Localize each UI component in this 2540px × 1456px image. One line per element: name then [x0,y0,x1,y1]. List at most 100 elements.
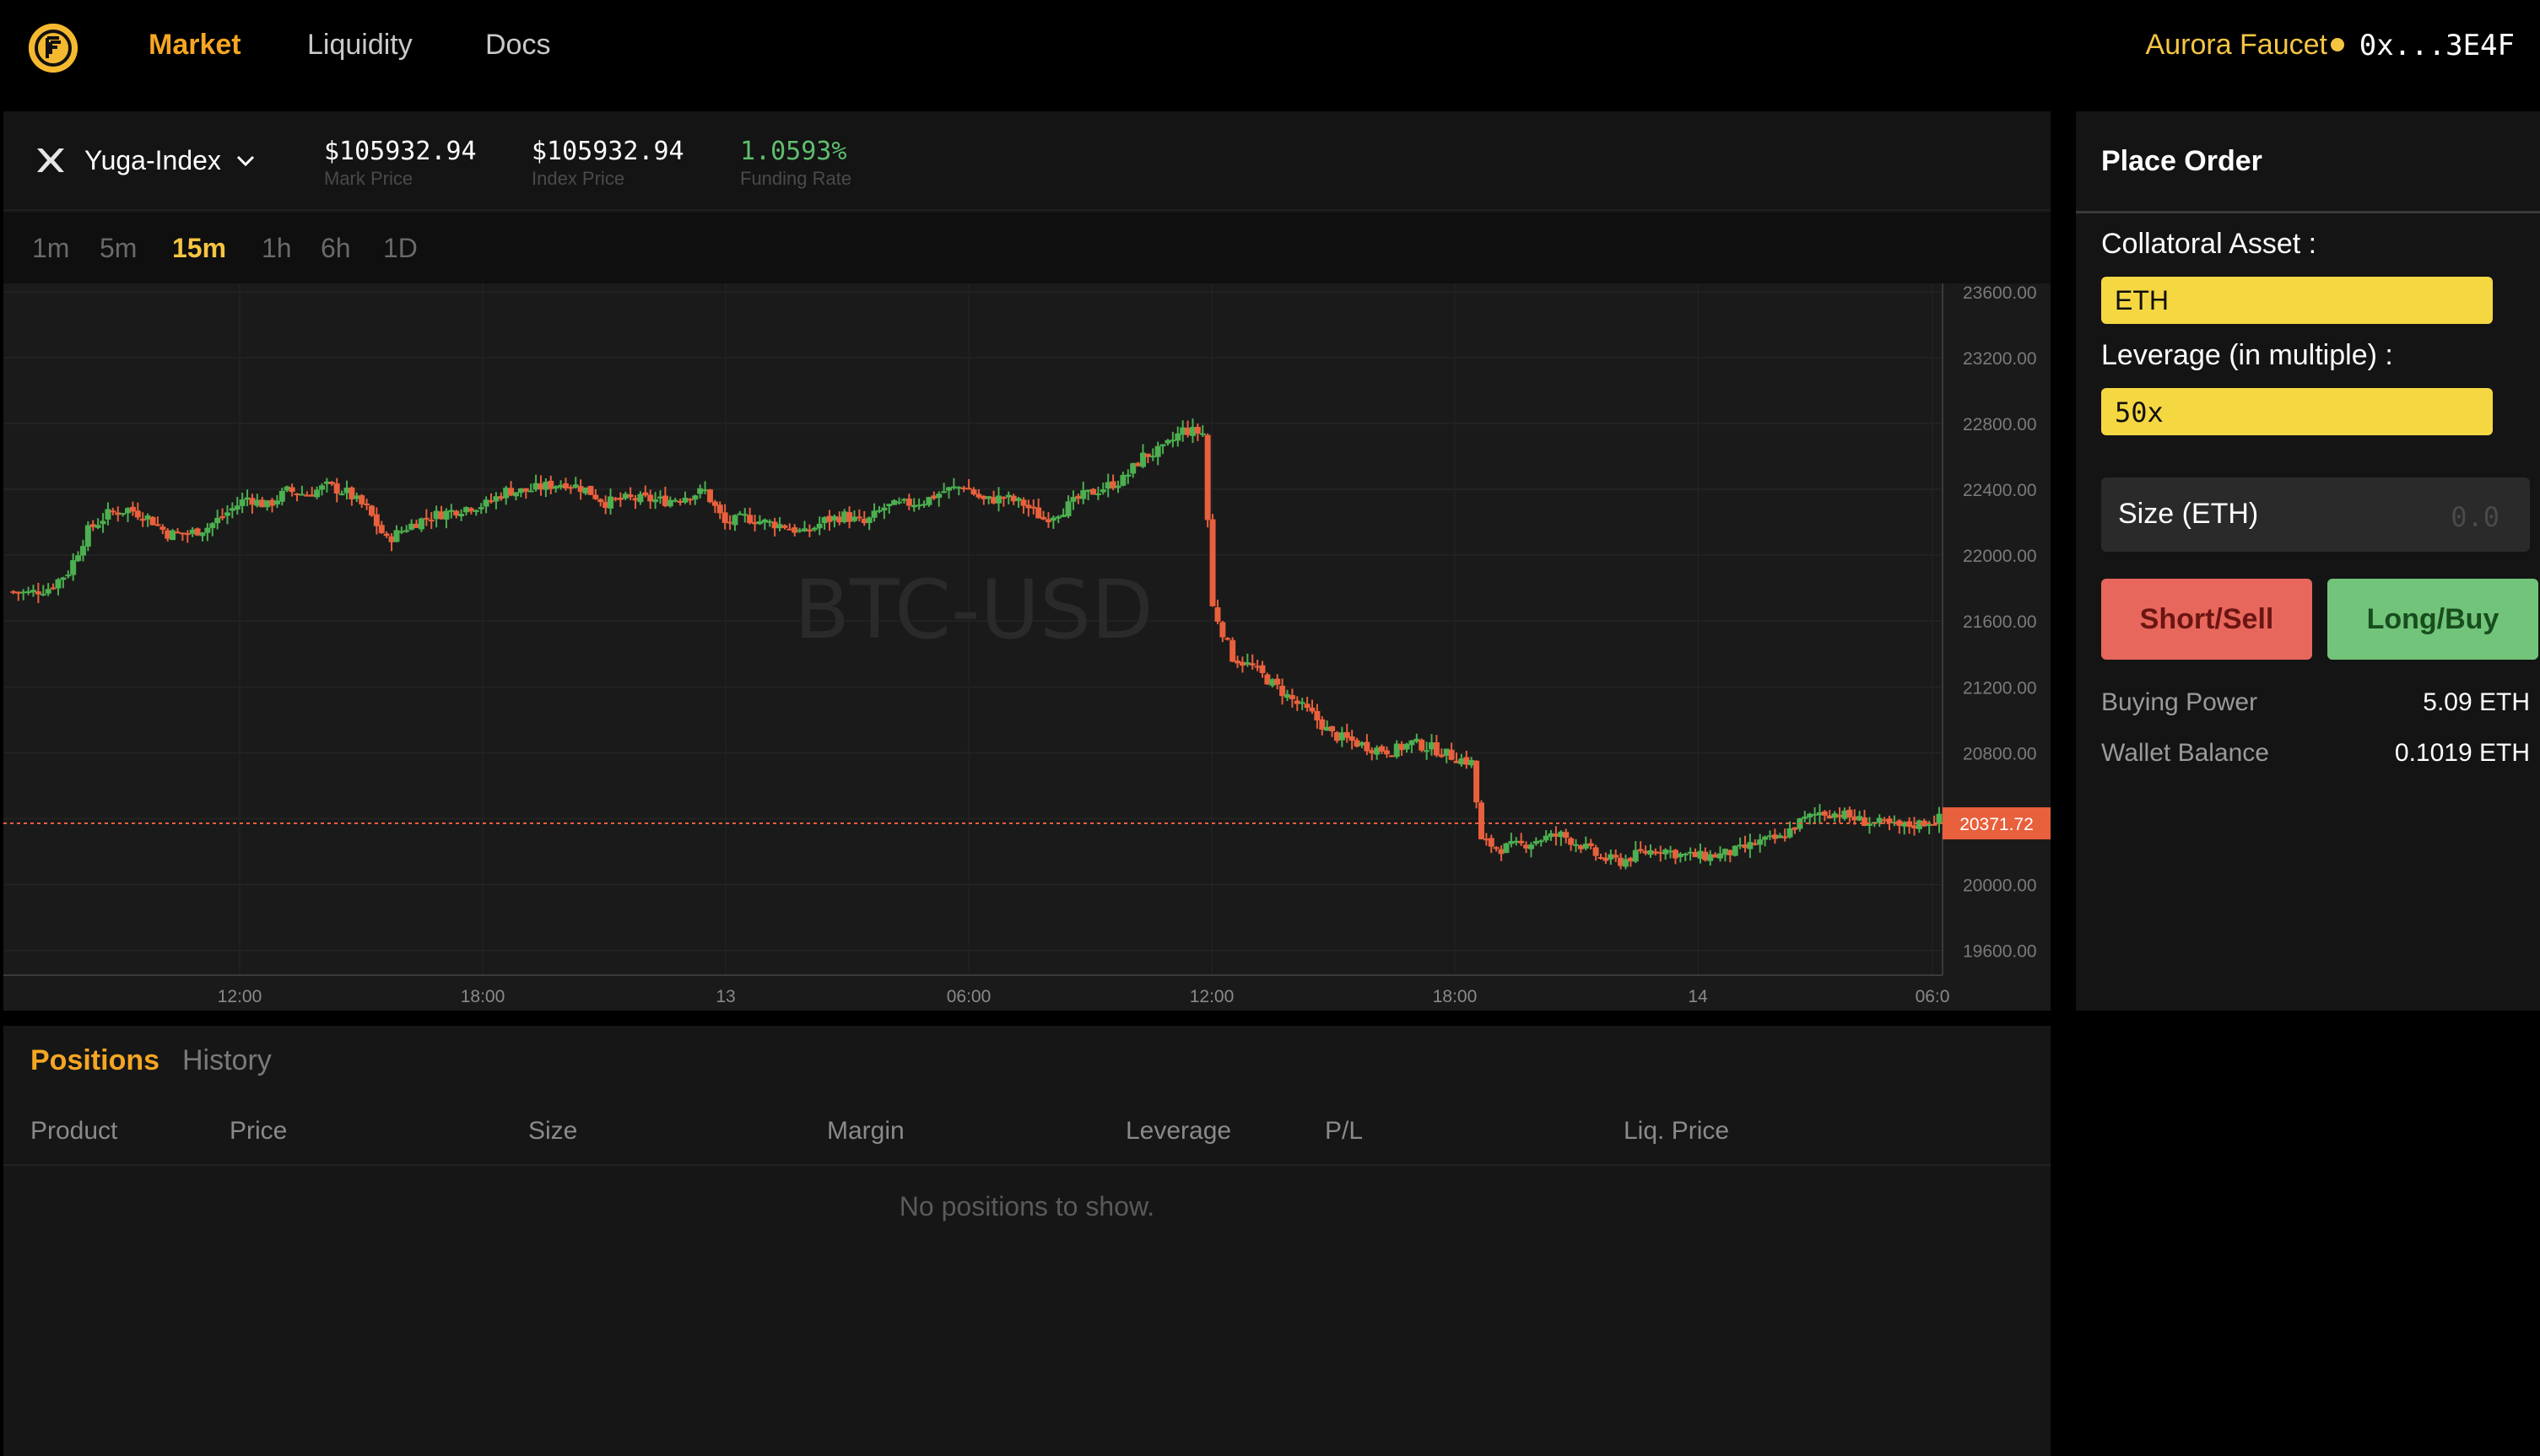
interval-5m[interactable]: 5m [100,233,138,263]
y-tick-label: 21600.00 [1963,612,2037,632]
candle-body [1573,844,1580,846]
nav-liquidity[interactable]: Liquidity [307,29,413,61]
candle-body [548,480,554,489]
candle-body [1020,499,1027,506]
candle-body [1781,836,1788,839]
candle-body [1757,839,1764,845]
candle-body [89,524,96,527]
candle-body [40,593,46,596]
candle-body [1523,844,1530,849]
candle-body [1548,833,1554,838]
price-chart[interactable]: 23600.00 23200.00 22800.00 22400.00 22000.00… [3,283,2051,1011]
candle-body [1379,746,1386,752]
candle-body [1289,695,1295,699]
interval-1h[interactable]: 1h [262,233,292,263]
candle-body [1672,849,1678,859]
candle-body [1602,857,1609,861]
candle-body [408,523,415,530]
candle-body [1144,453,1151,457]
pair-selector[interactable]: Yuga-Index [34,145,258,180]
candle-body [657,496,663,499]
x-tick-label: 14 [1688,987,1708,1006]
wallet-address: 0x...3E4F [2359,29,2515,62]
collateral-select[interactable]: ETH [2101,277,2493,324]
leverage-value: 50x [2115,396,2164,429]
size-input[interactable]: Size (ETH) 0.0 [2101,477,2530,552]
candle-body [1921,820,1927,827]
interval-1d[interactable]: 1D [383,233,418,263]
candle-body [1826,815,1833,819]
candle-body [975,493,982,498]
candle-body [1055,516,1062,519]
candle-body [1015,498,1022,501]
candle-body [224,512,230,516]
collateral-label: Collatoral Asset : [2101,228,2317,260]
candle-body [1080,490,1087,499]
candle-body [1468,760,1475,766]
candle-body [278,490,285,502]
candle-body [199,532,206,537]
candle-body [1224,638,1231,640]
candle-body [1851,816,1858,821]
leverage-select[interactable]: 50x [2101,388,2493,435]
candle-body [1259,665,1266,673]
candle-body [473,510,479,512]
candle-body [1473,760,1480,803]
candle-body [214,517,221,524]
candle-body [194,528,201,536]
candle-body [125,508,132,514]
candle-body [383,533,390,537]
candle-body [532,483,539,490]
candle-body [1608,854,1614,860]
candle-body [304,494,311,497]
app-logo-icon[interactable] [29,24,78,73]
x-tick-label: 12:00 [1190,987,1235,1006]
candle-body [926,497,932,505]
candle-body [946,487,953,491]
faucet-link[interactable]: Aurora Faucet [2145,29,2327,61]
col-liq-price: Liq. Price [1624,1117,1730,1145]
candle-body [1294,700,1300,704]
interval-6h[interactable]: 6h [321,233,351,263]
tab-history[interactable]: History [182,1044,272,1076]
candle-body [1453,760,1460,763]
price-chart-area[interactable]: 23600.00 23200.00 22800.00 22400.00 22000.00… [3,283,2051,1011]
candle-body [483,499,489,507]
wallet-button[interactable]: 0x...3E4F [2330,29,2515,62]
candle-body [259,499,266,508]
candle-body [667,499,673,507]
candle-body [60,577,67,580]
nav-market[interactable]: Market [149,29,241,61]
long-buy-button[interactable]: Long/Buy [2327,579,2538,660]
candle-body [1185,428,1192,435]
candle-body [756,521,763,525]
current-price-badge [1943,807,2051,840]
candle-body [1398,743,1405,751]
wallet-balance-label: Wallet Balance [2101,739,2269,767]
interval-15m[interactable]: 15m [172,233,227,263]
candle-body [1319,719,1326,730]
x-tick-label: 13 [716,987,735,1006]
short-sell-button[interactable]: Short/Sell [2101,579,2312,660]
candle-body [1687,851,1694,854]
y-tick-label: 22400.00 [1963,481,2037,500]
candle-body [1458,758,1465,765]
candle-body [1767,835,1774,838]
candle-body [1329,725,1336,731]
candle-body [467,508,474,512]
candle-body [1712,854,1719,858]
candle-body [1219,622,1226,638]
candle-body [229,508,235,511]
candle-body [1419,739,1425,751]
candle-body [1090,488,1097,495]
candle-body [368,505,375,516]
candle-body [960,487,967,489]
tab-positions[interactable]: Positions [30,1044,160,1076]
nav-docs[interactable]: Docs [485,29,551,61]
interval-1m[interactable]: 1m [32,233,70,263]
candle-body [781,525,788,528]
candle-body [1085,489,1092,492]
x-tick-label: 06:0 [1916,987,1950,1006]
candle-body [802,528,808,531]
buying-power-value: 5.09 ETH [2423,688,2530,716]
